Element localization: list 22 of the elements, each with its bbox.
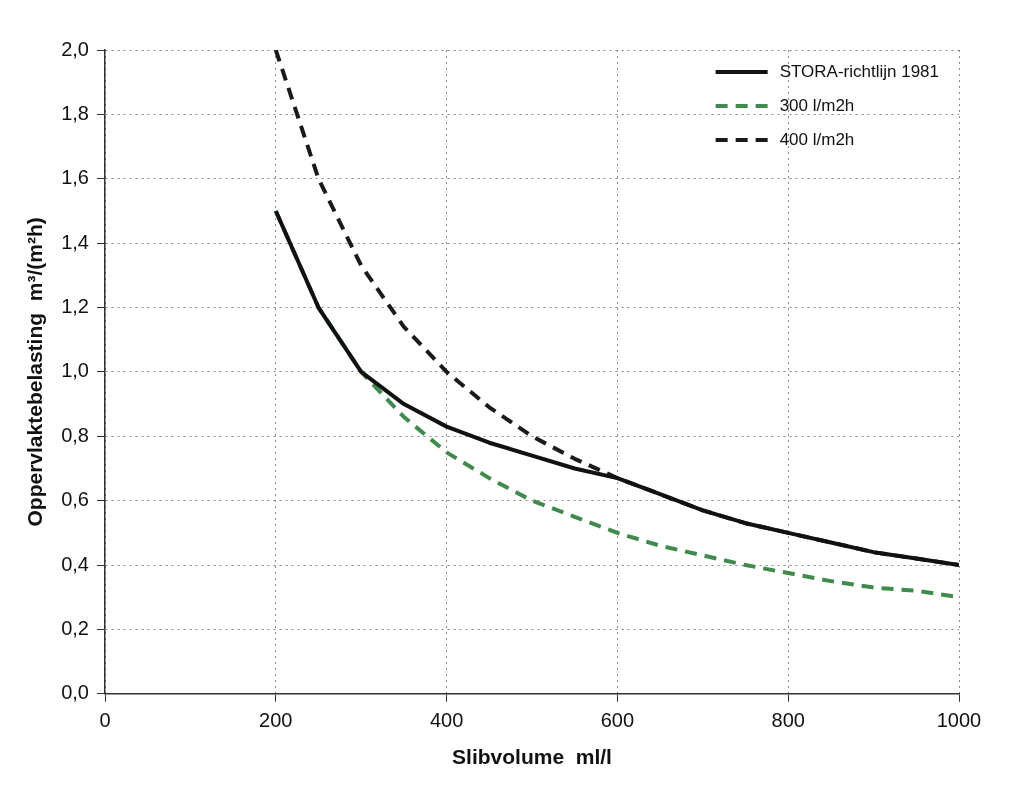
y-tick-label: 0,8 bbox=[61, 423, 89, 446]
x-tick-label: 800 bbox=[771, 709, 805, 732]
legend-label: 400 l/m2h bbox=[779, 129, 855, 149]
y-tick-label: 0,2 bbox=[61, 616, 89, 639]
y-tick-label: 2,0 bbox=[61, 37, 89, 60]
x-tick-label: 0 bbox=[99, 709, 111, 732]
x-tick-label: 400 bbox=[429, 709, 464, 732]
y-tick-label: 1,4 bbox=[61, 230, 89, 253]
legend-label: STORA-richtlijn 1981 bbox=[779, 61, 939, 81]
y-axis-title: Oppervlaktebelasting m³/(m²h) bbox=[23, 217, 47, 527]
y-tick-label: 0,6 bbox=[61, 488, 89, 511]
x-axis-title: Slibvolume ml/l bbox=[452, 745, 612, 769]
y-tick-label: 1,8 bbox=[61, 101, 89, 124]
y-tick-label: 0,0 bbox=[61, 681, 89, 704]
y-tick-label: 1,0 bbox=[61, 359, 89, 382]
legend-label: 300 l/m2h bbox=[779, 95, 855, 115]
x-tick-label: 200 bbox=[259, 709, 293, 732]
y-tick-label: 1,2 bbox=[61, 295, 89, 318]
y-tick-label: 0,4 bbox=[61, 552, 89, 575]
y-tick-label: 1,6 bbox=[61, 166, 89, 189]
x-tick-label: 600 bbox=[600, 709, 635, 732]
x-tick-label: 1000 bbox=[936, 709, 982, 732]
